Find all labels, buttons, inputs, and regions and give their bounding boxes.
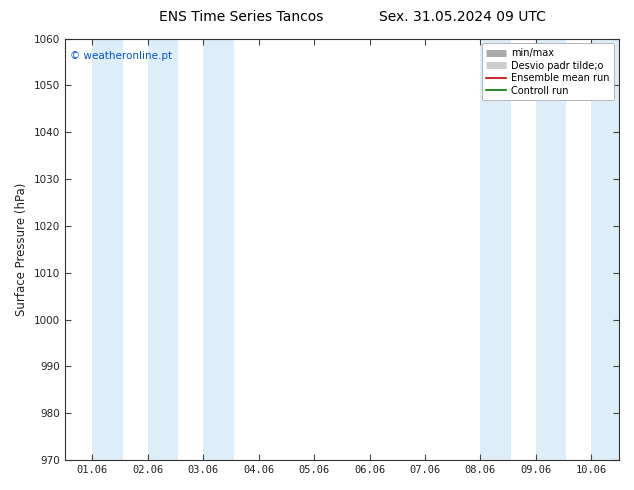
Text: © weatheronline.pt: © weatheronline.pt <box>70 51 172 61</box>
Bar <box>481 39 511 460</box>
Text: Sex. 31.05.2024 09 UTC: Sex. 31.05.2024 09 UTC <box>379 10 547 24</box>
Legend: min/max, Desvio padr tilde;o, Ensemble mean run, Controll run: min/max, Desvio padr tilde;o, Ensemble m… <box>482 44 614 100</box>
Y-axis label: Surface Pressure (hPa): Surface Pressure (hPa) <box>15 183 28 316</box>
Text: ENS Time Series Tancos: ENS Time Series Tancos <box>158 10 323 24</box>
Bar <box>592 39 622 460</box>
Bar <box>93 39 123 460</box>
Bar <box>536 39 566 460</box>
Bar <box>148 39 178 460</box>
Bar <box>204 39 234 460</box>
